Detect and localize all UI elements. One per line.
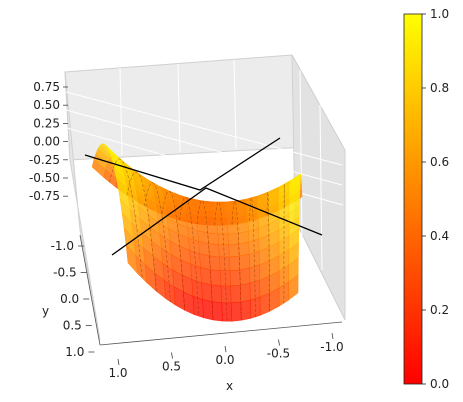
axis-panes [64,54,346,341]
y-tick-label: -1.0 [51,239,74,253]
x-tick-mark [171,352,173,359]
contour-line [283,184,285,304]
colorbar-tick-label: 0.6 [430,155,449,169]
colorbar-tick-label: 0.2 [430,303,449,317]
surface-cell [211,301,223,322]
left-pane [64,71,101,341]
surface-cell [210,269,222,287]
z-tick-label: 0.25 [33,116,60,130]
surface-cell [230,301,242,322]
surface-cell [229,255,241,272]
surface-cell [239,267,251,286]
x-tick-mark [117,358,120,366]
grid-line [65,91,343,166]
surface-cell [200,267,212,286]
z-tick-label: 0.00 [33,135,60,149]
surface-cell [227,223,239,235]
contour-line [266,191,270,312]
x-axis-ticks: 1.0 0.5 0.0 -0.5 -1.0 [99,321,344,380]
surface-cell [208,243,220,258]
z-tick-label: 0.50 [33,98,60,112]
x-tick-mark [224,345,227,353]
z-axis-ticks: 0.75 0.50 0.25 0.00 -0.25 -0.50 -0.75 [29,80,68,203]
surface-cell [225,210,238,218]
x-tick-label: -0.5 [267,347,290,361]
surface-cell [240,299,252,321]
colorbar: 0.0 0.2 0.4 0.6 0.8 1.0 [403,7,449,391]
saddle-surface [91,143,303,322]
surface-cell [199,253,211,270]
overlay-line-lower [111,187,323,256]
contour-line [231,200,242,321]
x-tick-mark [331,332,334,340]
surface-cell [229,269,241,287]
grid-line [299,69,303,241]
colorbar-gradient [403,13,423,385]
surface-cell [259,292,270,316]
y-tick-label: 0.0 [60,292,79,306]
z-tick-label: 0.75 [33,80,60,94]
surface-cell [207,232,219,245]
surface-cell [201,282,213,302]
x-tick-label: 0.5 [162,360,181,374]
surface-cell [228,243,240,258]
surface-cell [239,253,250,271]
y-axis-label: y [42,304,49,318]
colorbar-tick-label: 0.0 [430,377,449,391]
grid-line [233,59,237,149]
colorbar-tick-label: 0.8 [430,81,449,95]
y-axis-ticks: -1.0 -0.5 0.0 0.5 1.0 [51,234,101,359]
z-tick-label: -0.25 [29,153,60,167]
grid-line [319,104,323,271]
y-tick-label: -0.5 [53,266,76,280]
surface-cell [230,284,242,304]
x-tick-label: -1.0 [320,340,343,354]
surface-cell [209,255,221,271]
surface-cell [227,232,239,246]
grid-line [177,63,181,153]
surface-cell [125,244,138,275]
surface-cell [206,223,219,235]
surface-cell [237,231,250,245]
z-tick-label: -0.50 [29,171,60,185]
colorbar-tick-label: 0.4 [430,229,449,243]
z-tick-label: -0.75 [29,189,60,203]
x-axis-label: x [226,379,233,393]
surface-cell [240,282,251,303]
x-tick-mark [278,339,280,346]
colorbar-ticks: 0.0 0.2 0.4 0.6 0.8 1.0 [422,7,449,391]
y-tick-label: 0.5 [63,319,82,333]
y-tick-label: 1.0 [65,345,84,359]
grid-line [119,67,123,156]
surface-cell [210,284,222,304]
surface-cell [238,241,250,257]
contour-line [126,171,157,292]
x-axis-line [99,321,343,346]
overlay-line-upper [84,137,281,191]
x-tick-label: 1.0 [108,366,127,380]
contour-line [109,158,143,279]
contour-line [161,190,185,311]
surface-cell [202,299,214,321]
contour-line [144,182,171,303]
overlay-lines [84,137,323,256]
grid-line [65,109,343,186]
colorbar-tick-label: 1.0 [430,7,449,21]
right-pane [291,54,346,321]
y-axis-line [79,234,101,346]
x-tick-label: 0.0 [215,353,234,367]
